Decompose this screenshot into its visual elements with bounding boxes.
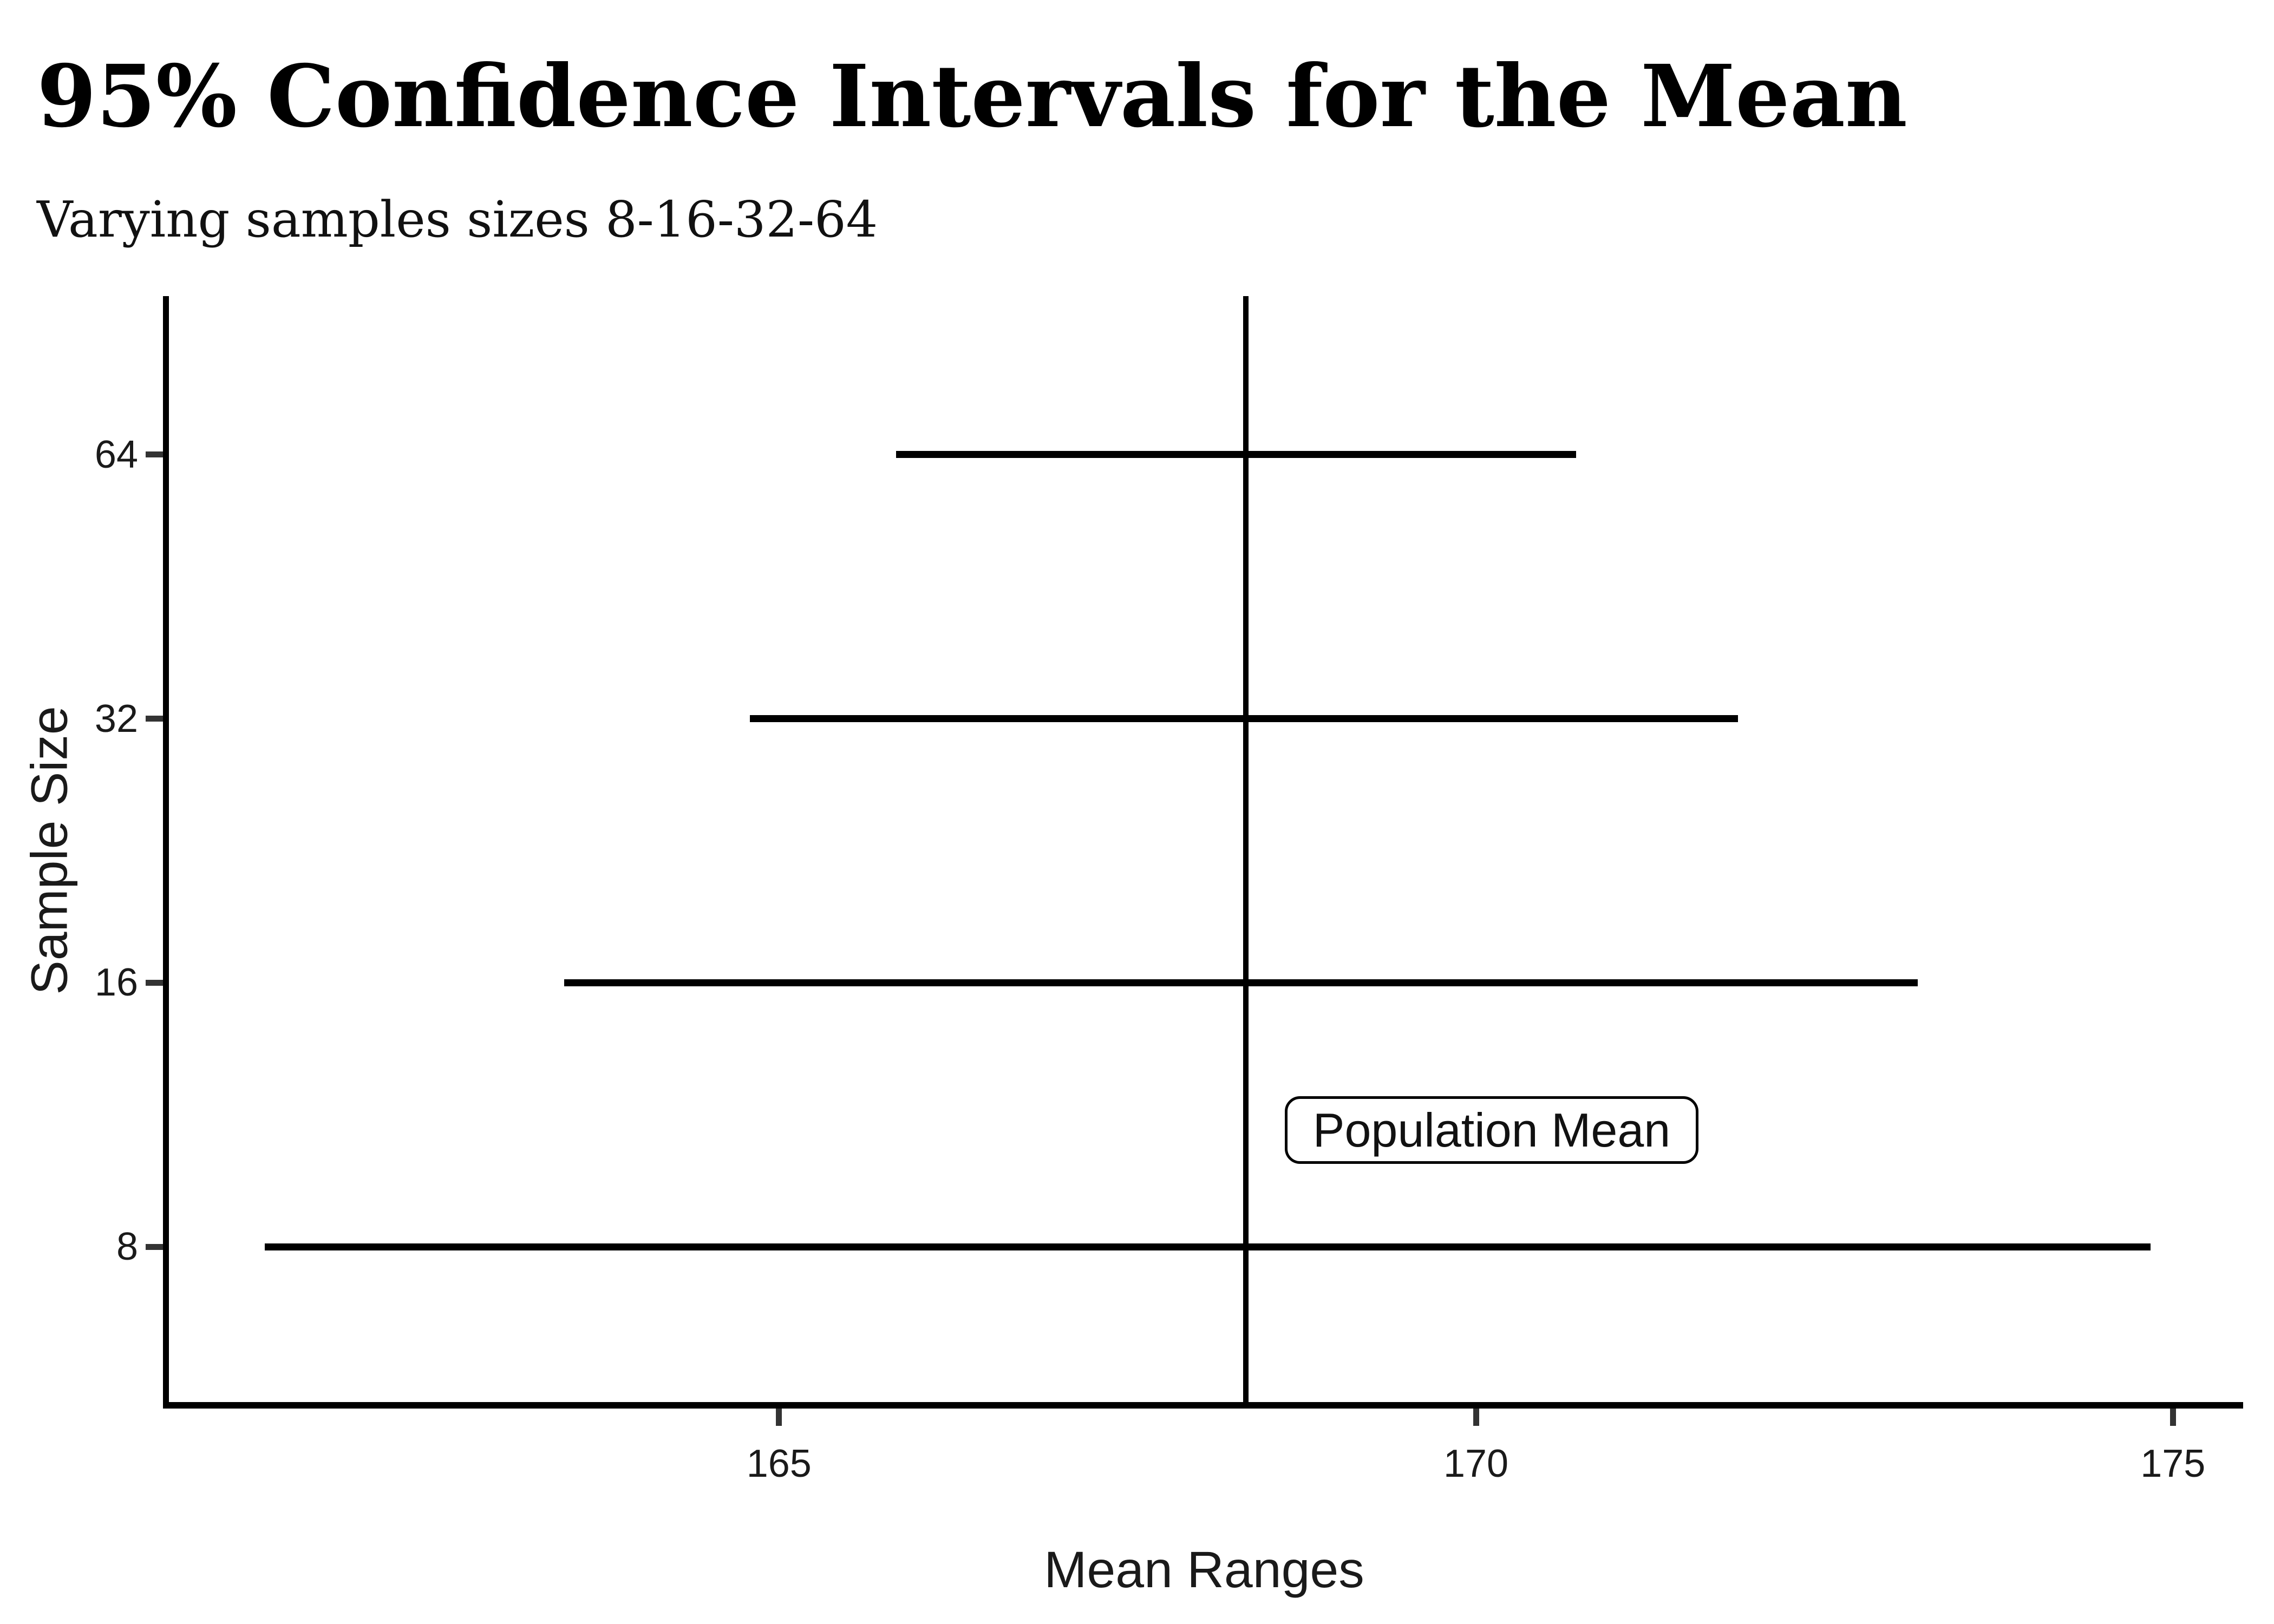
x-tick-label-175: 175 — [2140, 1442, 2206, 1485]
y-tick-label-8: 8 — [116, 1225, 138, 1269]
ci-line-n32 — [749, 715, 1739, 723]
x-tick-165 — [776, 1409, 782, 1426]
population-mean-line — [1243, 296, 1249, 1405]
x-axis-line — [163, 1402, 2243, 1409]
x-tick-170 — [1473, 1409, 1479, 1426]
y-axis-title: Sample Size — [21, 706, 79, 995]
y-tick-16 — [145, 979, 163, 986]
ci-line-n8 — [264, 1243, 2151, 1250]
ci-line-n16 — [564, 979, 1918, 986]
chart-title: 95% Confidence Intervals for the Mean — [37, 47, 1907, 147]
ci-line-n64 — [896, 451, 1577, 459]
x-tick-label-170: 170 — [1443, 1442, 1509, 1485]
y-tick-8 — [145, 1243, 163, 1250]
x-axis-title: Mean Ranges — [1044, 1541, 1364, 1599]
y-tick-32 — [145, 716, 163, 722]
y-tick-label-16: 16 — [94, 961, 138, 1005]
x-tick-175 — [2170, 1409, 2176, 1426]
y-tick-label-32: 32 — [94, 697, 138, 741]
chart-subtitle: Varying samples sizes 8-16-32-64 — [37, 191, 878, 248]
x-tick-label-165: 165 — [746, 1442, 812, 1485]
y-axis-line — [163, 296, 169, 1409]
population-mean-label: Population Mean — [1285, 1096, 1698, 1164]
y-tick-64 — [145, 451, 163, 458]
population-mean-label-text: Population Mean — [1312, 1103, 1671, 1157]
y-tick-label-64: 64 — [94, 433, 138, 476]
